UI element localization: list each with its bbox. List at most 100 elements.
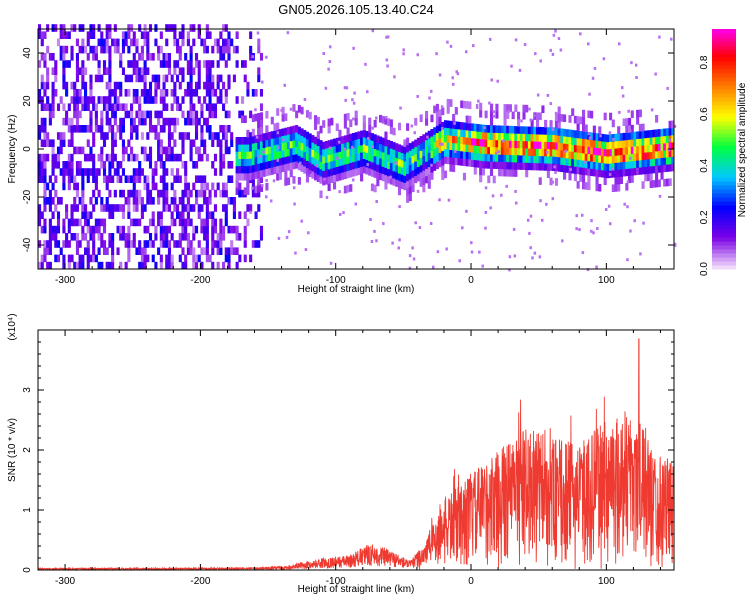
spectrogram-cell bbox=[135, 197, 139, 205]
spectrogram-cell bbox=[178, 233, 182, 241]
spectrogram-cell bbox=[208, 197, 212, 205]
spectrogram-cell bbox=[184, 189, 188, 198]
spectrogram-cell bbox=[362, 129, 366, 138]
spectrogram-cell bbox=[305, 110, 310, 118]
spectrogram-cell bbox=[370, 154, 374, 163]
spectrogram-cell bbox=[75, 218, 79, 227]
spectrogram-cell bbox=[130, 110, 134, 119]
spectrogram-cell bbox=[495, 103, 499, 112]
spectrogram-cell bbox=[590, 168, 594, 177]
spectrogram-cell bbox=[135, 204, 139, 212]
spectrogram-cell bbox=[92, 233, 96, 241]
spectrogram-cell bbox=[498, 139, 502, 148]
spectrogram-cell bbox=[492, 139, 496, 148]
spectrogram-cell bbox=[170, 168, 174, 176]
spectrogram-cell bbox=[151, 96, 155, 104]
spectrogram-cell bbox=[121, 45, 126, 54]
spectrogram-cell bbox=[475, 103, 479, 107]
spectrogram-cell bbox=[430, 114, 434, 123]
spectrogram-cell bbox=[70, 254, 74, 263]
spectrogram-cell bbox=[330, 153, 334, 162]
spectrogram-cell bbox=[642, 221, 645, 225]
spectrogram-cell bbox=[655, 165, 659, 174]
spectrogram-cell bbox=[262, 154, 266, 163]
spectrogram-cell bbox=[530, 162, 534, 171]
spectrogram-cell bbox=[300, 149, 304, 158]
spectrogram-cell bbox=[492, 110, 495, 114]
spectrogram-cell bbox=[549, 156, 553, 164]
colorbar-segment bbox=[712, 121, 736, 126]
spectrogram-cell bbox=[159, 261, 163, 270]
spectrogram-cell bbox=[148, 117, 153, 126]
spectrogram-cell bbox=[416, 152, 420, 160]
spectrogram-cell bbox=[38, 153, 42, 162]
spectrogram-cell bbox=[563, 143, 567, 151]
spectrogram-cell bbox=[276, 108, 280, 116]
spectrogram-cell bbox=[551, 52, 555, 56]
spectrogram-cell bbox=[435, 125, 439, 134]
spectrogram-cell bbox=[373, 155, 377, 164]
spectrogram-cell bbox=[40, 153, 44, 162]
spectrogram-cell bbox=[184, 117, 188, 126]
spectrogram-cell bbox=[70, 81, 74, 90]
spectrogram-cell bbox=[268, 160, 272, 169]
spectrogram-cell bbox=[673, 124, 677, 128]
spectrogram-cell bbox=[362, 144, 366, 152]
spectrogram-cell bbox=[289, 140, 293, 149]
spectrogram-cell bbox=[419, 172, 423, 180]
spectrogram-cell bbox=[235, 165, 239, 174]
spectrogram-cell bbox=[595, 176, 599, 184]
spectrogram-cell bbox=[97, 125, 101, 133]
spectrogram-cell bbox=[408, 193, 412, 202]
spectrogram-cell bbox=[219, 168, 223, 176]
spectrogram-cell bbox=[75, 117, 79, 126]
spectrogram-cell bbox=[46, 132, 50, 140]
spectrogram-cell bbox=[203, 96, 207, 104]
spectrogram-cell bbox=[84, 125, 88, 133]
spectrogram-cell bbox=[573, 115, 577, 124]
spectrogram-cell bbox=[208, 60, 212, 68]
spectrogram-cell bbox=[576, 145, 580, 153]
spectrogram-cell bbox=[92, 103, 96, 111]
spectrogram-cell bbox=[511, 147, 515, 156]
spectrogram-cell bbox=[92, 240, 96, 248]
spectrogram-cell bbox=[235, 45, 239, 54]
spectrogram-cell bbox=[100, 261, 104, 270]
spectrogram-cell bbox=[194, 261, 199, 270]
spectrogram-cell bbox=[167, 254, 172, 263]
colorbar-segment bbox=[712, 161, 736, 166]
spectrogram-cell bbox=[157, 74, 161, 83]
spectrogram-cell bbox=[591, 76, 595, 80]
spectrogram-cell bbox=[127, 24, 131, 32]
spectrogram-cell bbox=[194, 189, 199, 198]
colorbar-segment bbox=[712, 149, 736, 154]
spectrogram-cell bbox=[192, 103, 196, 111]
spectrogram-cell bbox=[230, 38, 234, 47]
spectrogram-cell bbox=[646, 159, 651, 167]
colorbar-segment bbox=[712, 33, 736, 38]
spectrogram-cell bbox=[86, 139, 90, 147]
spectrogram-cell bbox=[62, 139, 66, 147]
spectrogram-cell bbox=[403, 175, 407, 183]
spectrogram-cell bbox=[324, 148, 328, 156]
spectrogram-cell bbox=[227, 175, 231, 183]
spectrogram-cell bbox=[569, 168, 572, 172]
spectrogram-cell bbox=[100, 161, 104, 169]
spectrogram-cell bbox=[184, 204, 188, 212]
spectrogram-cell bbox=[105, 153, 109, 162]
spectrogram-cell bbox=[181, 146, 185, 155]
spectrogram-cell bbox=[38, 240, 42, 248]
spectrogram-cell bbox=[178, 31, 182, 39]
spectrogram-cell bbox=[277, 236, 281, 240]
spectrogram-cell bbox=[51, 81, 55, 90]
spectrogram-cell bbox=[173, 218, 177, 227]
spectrogram-cell bbox=[219, 233, 223, 241]
spectrogram-cell bbox=[552, 134, 556, 143]
spectrogram-x-tick-label: 0 bbox=[468, 275, 474, 286]
spectrogram-cell bbox=[369, 218, 372, 222]
spectrogram-cell bbox=[100, 218, 104, 227]
spectrogram-cell bbox=[135, 168, 139, 176]
spectrogram-cell bbox=[186, 247, 190, 255]
spectrogram-cell bbox=[427, 159, 431, 168]
spectrogram-cell bbox=[323, 177, 326, 181]
